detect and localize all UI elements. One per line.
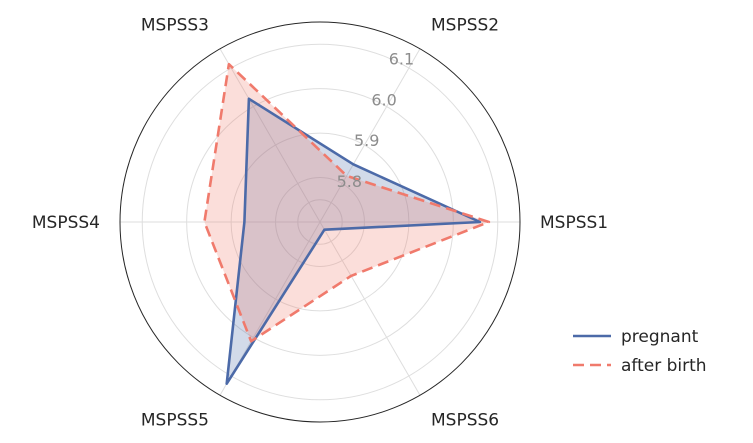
series-group [203, 62, 491, 386]
legend: pregnant after birth [573, 327, 707, 376]
outer-frame [119, 21, 521, 423]
axis-label-mspss1: MSPSS1 [540, 213, 608, 233]
axis-label-mspss2: MSPSS2 [431, 16, 499, 36]
axis-label-mspss3: MSPSS3 [141, 16, 209, 36]
grid-spoke [319, 48, 421, 223]
series-fill-after-birth [204, 64, 489, 342]
series-line-after-birth [203, 62, 491, 343]
r-tick-label: 6.1 [389, 49, 414, 68]
grid-spoke [219, 48, 321, 223]
r-tick-label: 5.9 [354, 131, 379, 150]
axis-label-mspss5: MSPSS5 [141, 410, 209, 430]
legend-label: pregnant [621, 327, 699, 347]
axis-label-mspss4: MSPSS4 [32, 213, 100, 233]
series-fill-pregnant [226, 98, 480, 384]
series-line-pregnant [225, 97, 482, 386]
legend-label: after birth [621, 356, 707, 376]
grid [119, 21, 521, 423]
r-tick-label: 5.8 [337, 172, 362, 191]
axis-label-mspss6: MSPSS6 [431, 410, 499, 430]
r-tick-label: 6.0 [371, 90, 396, 109]
labels: 5.8 5.9 6.0 6.1 MSPSS1 MSPSS2 MSPSS3 MSPSS4 MSPS… [32, 16, 608, 431]
grid-spoke [319, 221, 421, 396]
